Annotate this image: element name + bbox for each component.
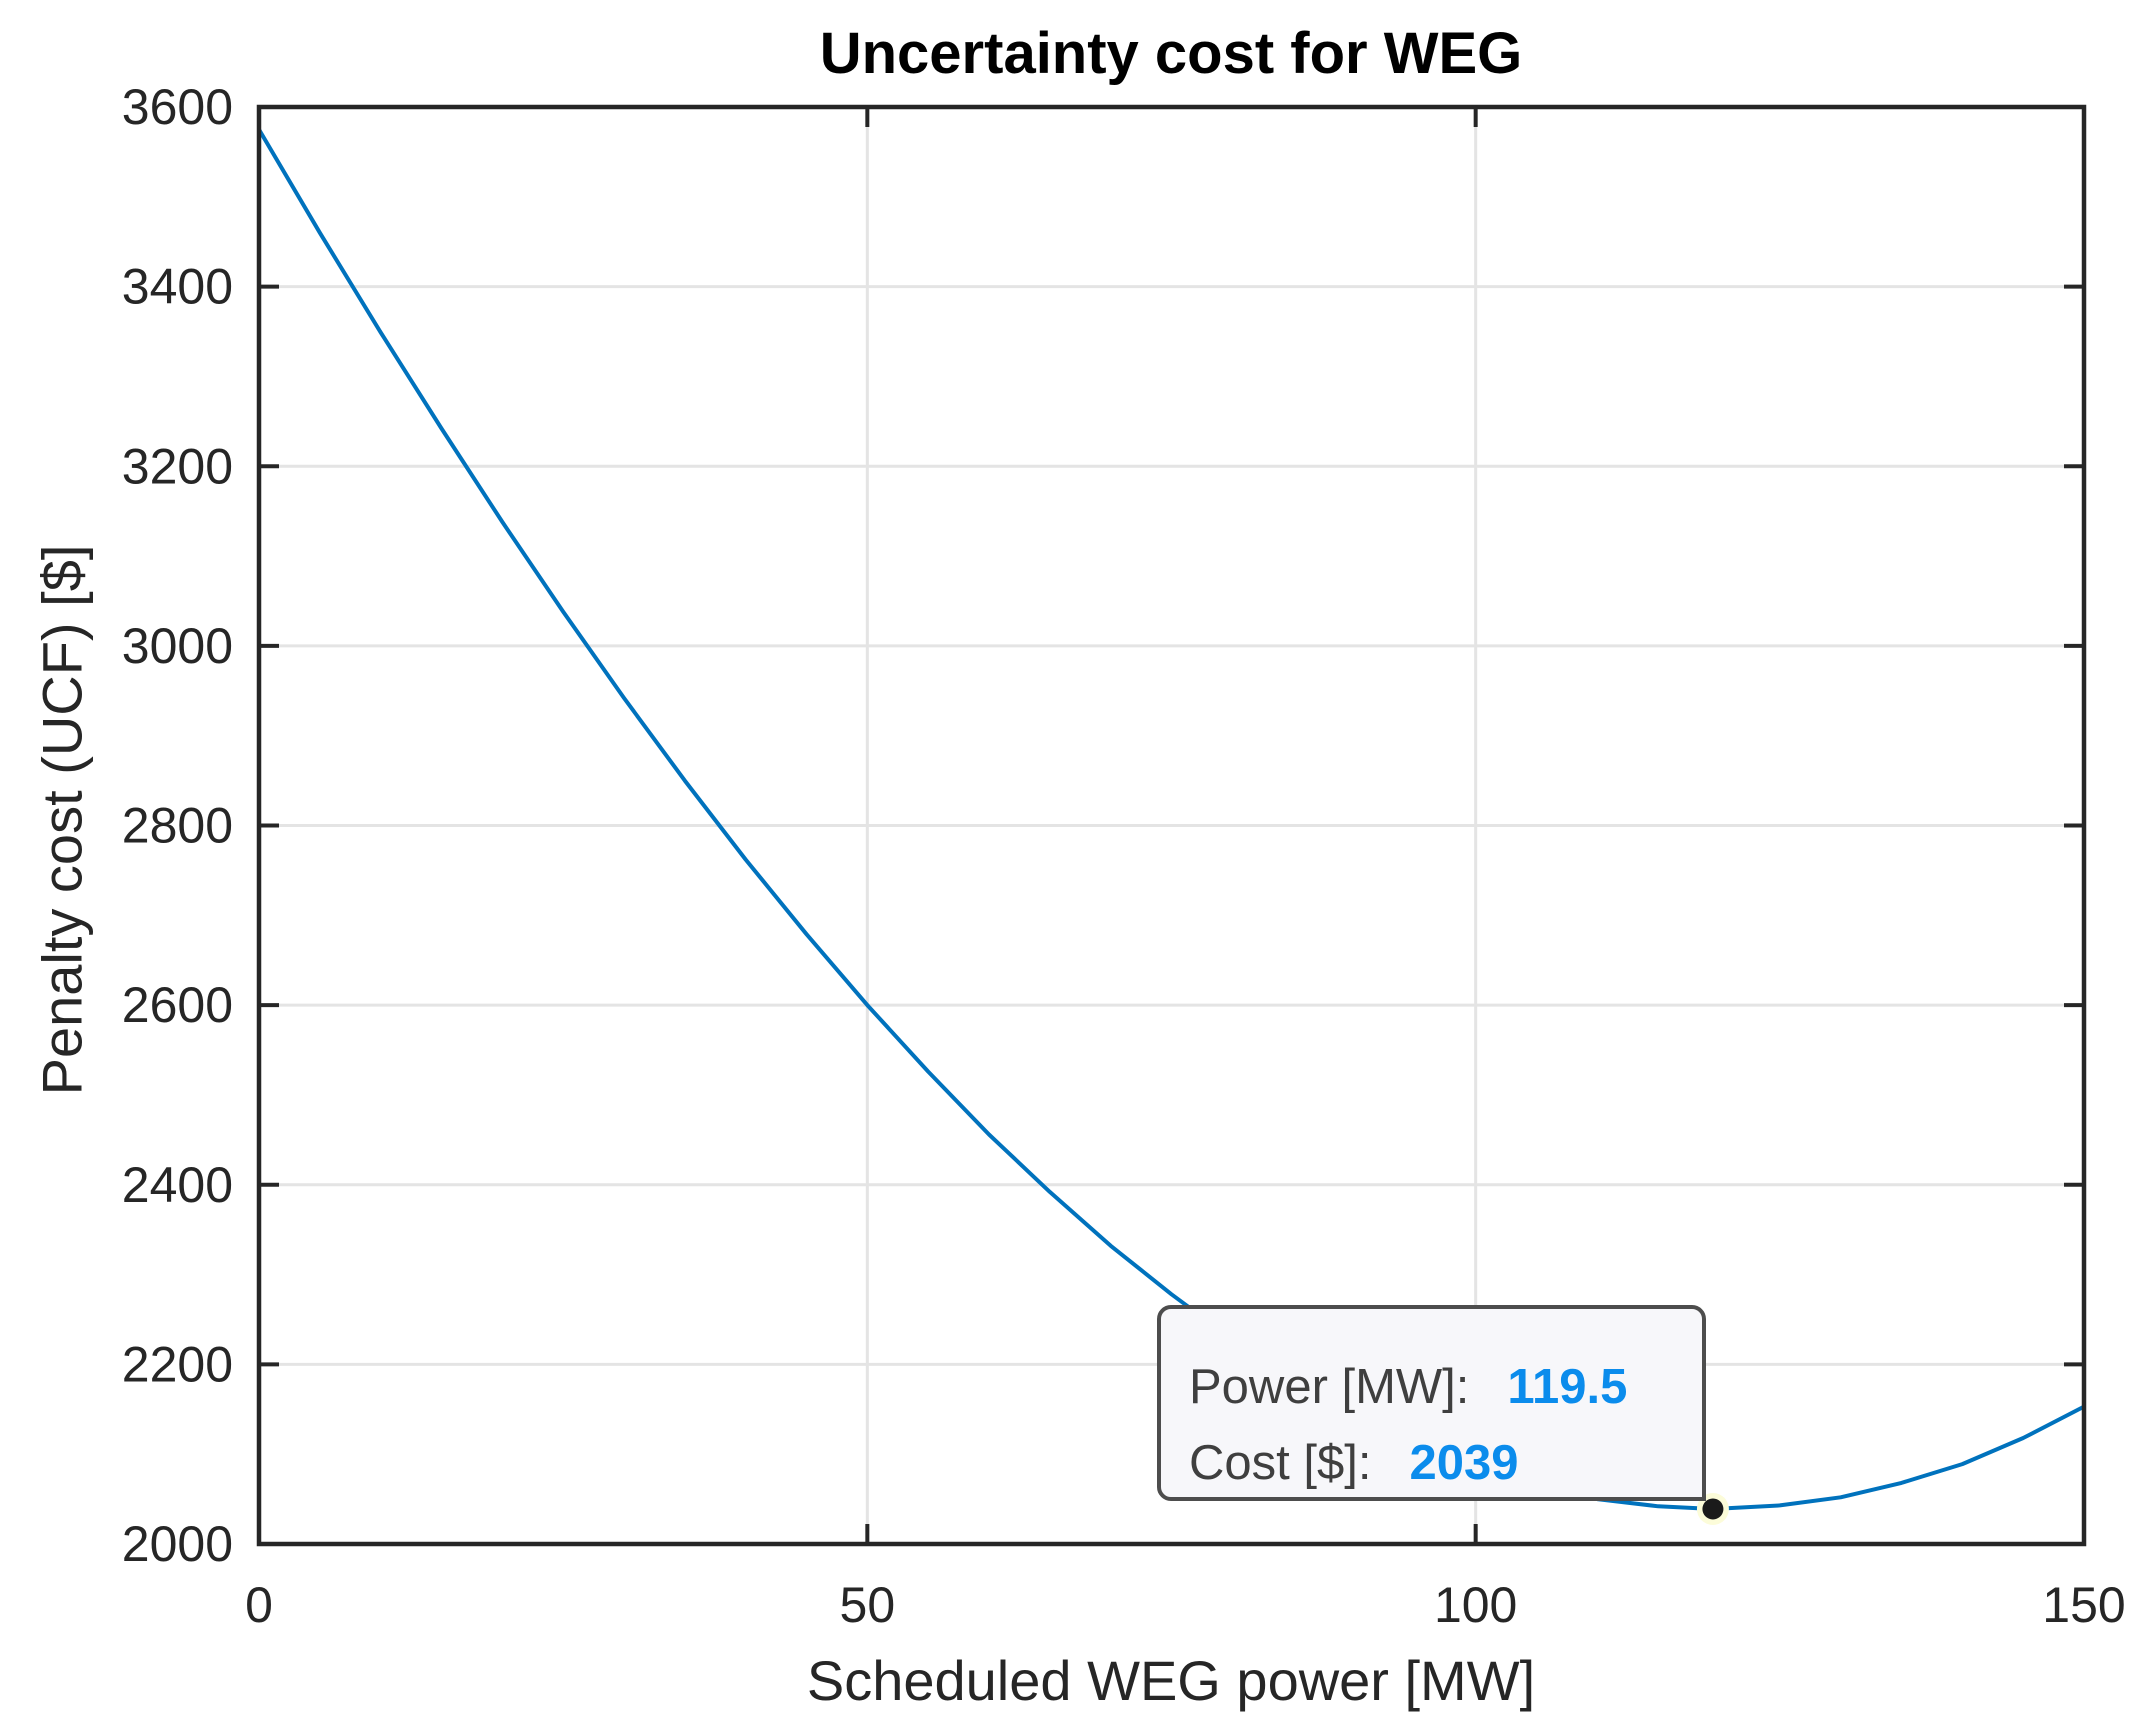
datatip-cost-label: Cost [$]:	[1189, 1436, 1372, 1490]
x-tick-label: 150	[2042, 1577, 2125, 1633]
datatip-power-row: Power [MW]: 119.5	[1189, 1349, 1702, 1425]
x-tick-label: 0	[245, 1577, 273, 1633]
y-tick-label: 3600	[122, 79, 233, 135]
y-tick-label: 3200	[122, 438, 233, 494]
y-tick-label: 2200	[122, 1336, 233, 1392]
chart-title: Uncertainty cost for WEG	[819, 21, 1523, 86]
x-axis-label: Scheduled WEG power [MW]	[806, 1649, 1536, 1712]
datatip-cost-row: Cost [$]: 2039	[1189, 1425, 1702, 1501]
datatip-marker[interactable]	[1702, 1498, 1724, 1520]
plot-border	[256, 104, 2087, 1547]
datatip[interactable]: Power [MW]: 119.5 Cost [$]: 2039	[1157, 1305, 1706, 1501]
y-tick-label: 2000	[122, 1516, 233, 1572]
y-tick-label: 3400	[122, 259, 233, 315]
y-axis-label: Penalty cost (UCF) [$]	[30, 544, 94, 1096]
y-tick-label: 2800	[122, 798, 233, 854]
datatip-power-label: Power [MW]:	[1189, 1360, 1470, 1414]
y-tick-label: 2600	[122, 977, 233, 1033]
ucf-curve[interactable]	[257, 128, 2085, 1511]
datatip-power-value: 119.5	[1507, 1360, 1628, 1414]
y-tick-label: 3000	[122, 618, 233, 674]
datatip-cost-value: 2039	[1409, 1436, 1519, 1490]
y-tick-label: 2400	[122, 1157, 233, 1213]
x-tick-label: 50	[840, 1577, 896, 1633]
x-tick-label: 100	[1434, 1577, 1517, 1633]
